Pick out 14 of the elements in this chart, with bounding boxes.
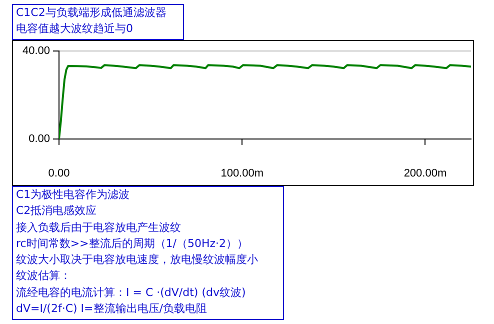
x-tick-label: 200.00m bbox=[404, 168, 447, 180]
chart-subtitle: 电容值越大波纹趋近与0 bbox=[16, 21, 134, 37]
text: rc时间常数>>整流后的周期（1/（50Hz·2）） bbox=[16, 236, 250, 252]
text: 流经电容的电流计算：I = C ·(dV/dt) (dv纹波) bbox=[16, 284, 247, 301]
x-tick-label: 100.00m bbox=[220, 168, 264, 180]
text: 纹波大小取决于电容放电速度，放电慢纹波幅度小 bbox=[16, 252, 259, 268]
x-tick-label: 0.00 bbox=[48, 168, 70, 180]
text: 接入负载后由于电容放电产生波纹 bbox=[16, 220, 182, 236]
text: C2抵消电感效应 bbox=[16, 203, 98, 220]
text: 纹波估算： bbox=[16, 268, 72, 284]
y-tick-label: 40.00 bbox=[22, 45, 50, 58]
chart-title: C1C2与负载端形成低通滤波器 bbox=[16, 5, 168, 21]
text: dV=I/(2f·C) I=整流输出电压/负载电阻 bbox=[16, 301, 208, 318]
text: C1为极性电容作为滤波 bbox=[16, 187, 131, 203]
